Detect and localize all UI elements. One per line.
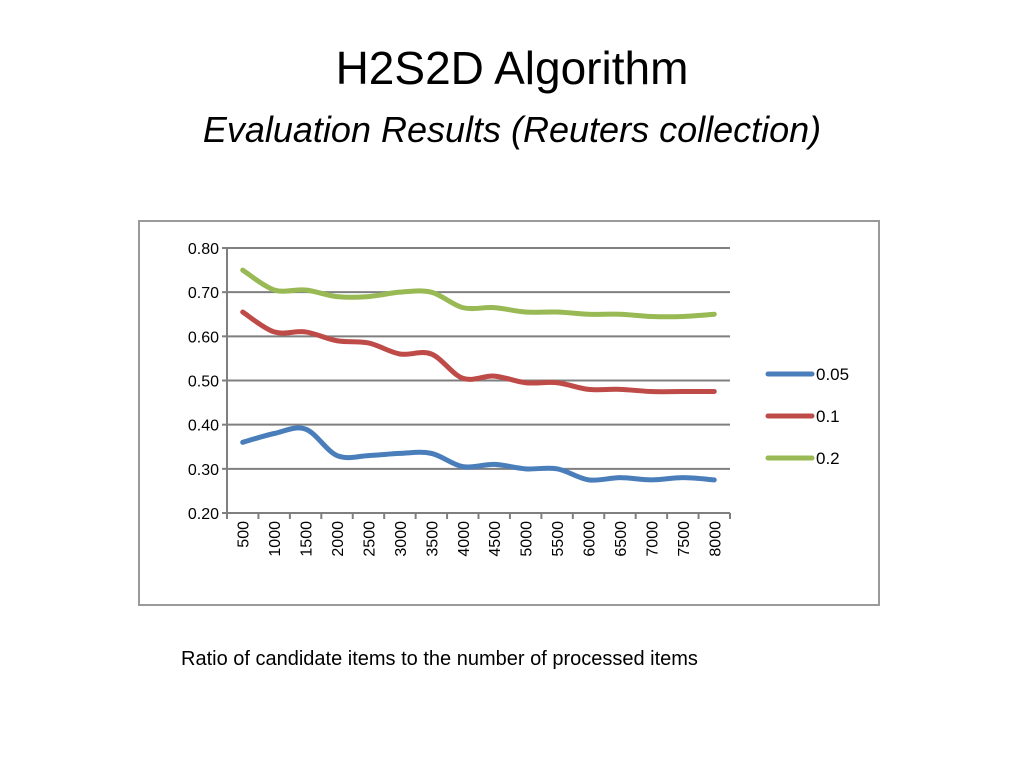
legend-label: 0.1 xyxy=(816,407,840,426)
chart-caption: Ratio of candidate items to the number o… xyxy=(181,648,698,670)
series-line-0.05 xyxy=(240,425,717,483)
line-chart: 0.20 0.30 0.40 0.50 0.60 0.70 0.80 500 1000 1500 2… xyxy=(188,241,849,557)
x-tick-label: 2000 xyxy=(330,521,347,557)
x-tick-label: 4000 xyxy=(456,521,473,557)
y-tick-label: 0.80 xyxy=(188,241,219,258)
y-tick-label: 0.70 xyxy=(188,285,219,302)
chart-area: 0.20 0.30 0.40 0.50 0.60 0.70 0.80 500 1000 1500 2… xyxy=(138,220,880,606)
x-tick-label: 500 xyxy=(236,521,253,548)
x-tick-label: 6500 xyxy=(613,521,630,557)
x-tick-label: 4500 xyxy=(487,521,504,557)
slide-subtitle: Evaluation Results (Reuters collection) xyxy=(202,109,822,150)
x-tick-label: 5000 xyxy=(519,521,536,557)
x-tick-label: 7000 xyxy=(644,521,661,557)
x-tick-label: 6000 xyxy=(582,521,599,557)
x-tick-label: 1500 xyxy=(299,521,316,557)
x-tick-label: 1000 xyxy=(267,521,284,557)
x-tick-label: 5500 xyxy=(550,521,567,557)
x-tick-label: 7500 xyxy=(676,521,693,557)
y-tick-label: 0.30 xyxy=(188,462,219,479)
slide-title: H2S2D Algorithm xyxy=(335,42,689,94)
x-tick-label: 8000 xyxy=(707,521,724,557)
series-line-0.1 xyxy=(240,309,717,395)
x-tick-label: 3000 xyxy=(393,521,410,557)
x-tick-label: 2500 xyxy=(361,521,378,557)
y-tick-label: 0.40 xyxy=(188,418,219,435)
y-tick-label: 0.60 xyxy=(188,329,219,346)
y-tick-label: 0.50 xyxy=(188,374,219,391)
y-tick-label: 0.20 xyxy=(188,506,219,523)
series-line-0.2 xyxy=(240,267,717,320)
legend-label: 0.05 xyxy=(816,365,849,384)
legend-label: 0.2 xyxy=(816,449,840,468)
x-tick-label: 3500 xyxy=(424,521,441,557)
